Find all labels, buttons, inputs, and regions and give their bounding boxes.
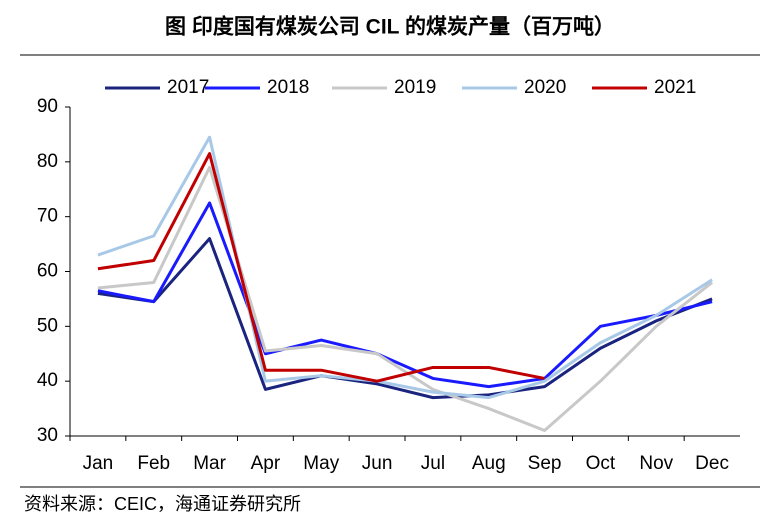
legend-label: 2019 <box>394 77 436 98</box>
y-tick-label: 70 <box>37 206 58 227</box>
series-line <box>97 152 545 383</box>
series-line <box>97 135 713 400</box>
y-tick-label: 50 <box>37 315 58 336</box>
x-tick-label: Mar <box>193 453 226 474</box>
x-tick-label: Apr <box>251 453 281 474</box>
x-tick-label: Oct <box>586 453 616 474</box>
chart-title: 图 印度国有煤炭公司 CIL 的煤炭产量（百万吨） <box>165 15 615 39</box>
legend-label: 2020 <box>524 77 566 98</box>
y-tick-label: 90 <box>37 96 58 117</box>
x-tick-label: Feb <box>137 453 170 474</box>
y-tick-label: 30 <box>37 425 58 446</box>
series-line <box>97 165 714 433</box>
series-line <box>97 201 713 389</box>
series-line <box>97 237 713 400</box>
legend-label: 2017 <box>167 77 209 98</box>
x-tick-label: Dec <box>695 453 729 474</box>
x-tick-label: Jun <box>362 453 393 474</box>
x-tick-label: Sep <box>528 453 562 474</box>
x-tick-label: Jan <box>83 453 114 474</box>
legend-label: 2021 <box>654 77 696 98</box>
x-tick-label: May <box>303 453 339 474</box>
y-tick-label: 40 <box>37 370 58 391</box>
x-tick-label: Nov <box>639 453 673 474</box>
y-tick-label: 60 <box>37 261 58 282</box>
y-tick-label: 80 <box>37 151 58 172</box>
x-tick-label: Jul <box>421 453 445 474</box>
x-tick-label: Aug <box>472 453 506 474</box>
legend-label: 2018 <box>267 77 309 98</box>
source-note: 资料来源：CEIC，海通证券研究所 <box>24 494 301 514</box>
